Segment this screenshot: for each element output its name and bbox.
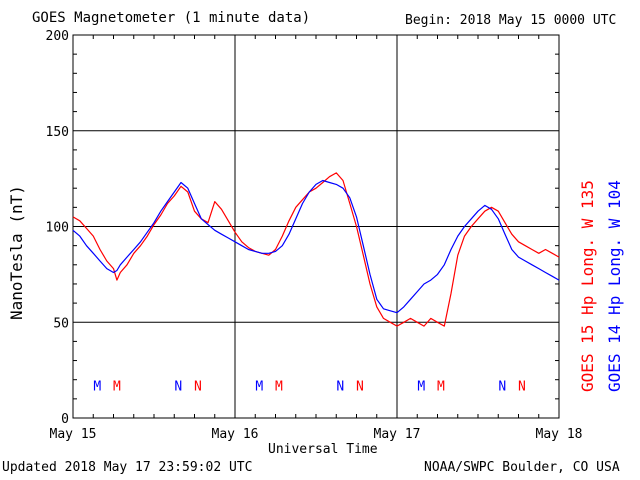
noon-marker: N	[194, 379, 202, 394]
y-tick-label: 50	[53, 316, 69, 331]
x-tick-label: May 18	[536, 427, 583, 442]
noon-marker: N	[174, 379, 182, 394]
midnight-marker: M	[275, 379, 283, 394]
x-tick-label: May 15	[50, 427, 97, 442]
y-tick-label: 0	[61, 412, 69, 427]
y-axis-label: NanoTesla (nT)	[7, 185, 26, 320]
midnight-marker: M	[113, 379, 121, 394]
y-tick-label: 100	[46, 221, 69, 236]
begin-time: Begin: 2018 May 15 0000 UTC	[405, 13, 617, 28]
noon-marker: N	[498, 379, 506, 394]
legend-goes15: GOES 15 Hp Long. W 135	[578, 180, 597, 392]
x-tick-label: May 17	[374, 427, 421, 442]
midnight-marker: M	[417, 379, 425, 394]
y-tick-label: 200	[46, 29, 69, 44]
legend-goes14: GOES 14 Hp Long. W 104	[605, 180, 624, 392]
source-credit: NOAA/SWPC Boulder, CO USA	[424, 460, 620, 475]
x-axis-label: Universal Time	[268, 442, 378, 457]
series-goes15-line	[72, 172, 560, 327]
midnight-marker: M	[437, 379, 445, 394]
chart-title: GOES Magnetometer (1 minute data)	[32, 10, 311, 26]
noon-marker: N	[336, 379, 344, 394]
noon-marker: N	[356, 379, 364, 394]
y-tick-label: 150	[46, 125, 69, 140]
midnight-marker: M	[93, 379, 101, 394]
x-tick-label: May 16	[212, 427, 259, 442]
updated-timestamp: Updated 2018 May 17 23:59:02 UTC	[2, 460, 253, 475]
series-goes14-line	[72, 179, 560, 314]
midnight-marker: M	[255, 379, 263, 394]
noon-marker: N	[518, 379, 526, 394]
